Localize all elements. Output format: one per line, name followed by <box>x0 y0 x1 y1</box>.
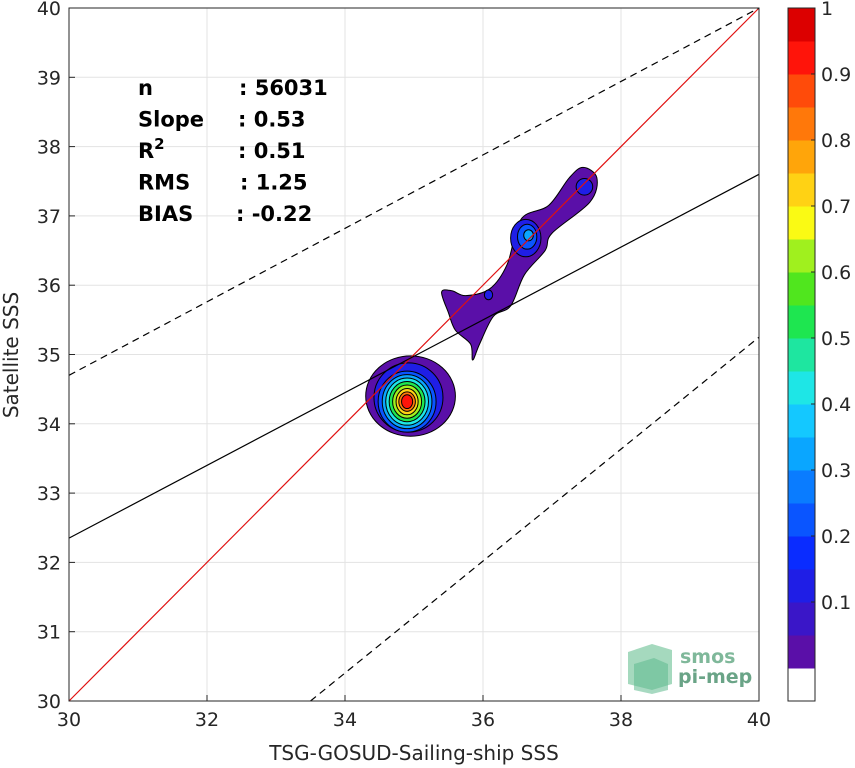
y-tick-label: 31 <box>37 622 61 644</box>
y-tick-label: 33 <box>37 483 61 505</box>
colorbar-tick-label: 0.5 <box>821 328 851 350</box>
colorbar-frame <box>787 7 816 702</box>
colorbar-swatch <box>788 503 815 537</box>
lower-bound-line <box>310 336 760 702</box>
y-tick-label: 36 <box>37 275 61 297</box>
colorbar-swatch <box>788 470 815 504</box>
x-tick-label: 34 <box>333 709 357 731</box>
colorbar-swatch <box>788 107 815 141</box>
contour-level <box>441 166 598 361</box>
smos-logo: smos pi-mep <box>628 644 752 694</box>
reference-lines <box>68 7 760 702</box>
colorbar-tick-label: 0.2 <box>821 526 851 548</box>
regression-line <box>68 173 760 539</box>
smos-logo-graphic-layer <box>634 658 668 694</box>
logo-text-smos: smos <box>680 646 735 668</box>
stat-label: BIAS <box>138 202 193 226</box>
colorbar-tick-label: 0.3 <box>821 460 851 482</box>
colorbar-swatch <box>788 404 815 438</box>
colorbar-tick-label: 0.7 <box>821 196 851 218</box>
stat-label: Slope <box>138 108 204 132</box>
stat-value: : -0.22 <box>236 202 312 226</box>
stat-value: : 56031 <box>239 76 328 100</box>
colorbar-tick-label: 0.8 <box>821 130 851 152</box>
colorbar-swatch <box>788 173 815 207</box>
y-axis-label: Satellite SSS <box>0 292 23 418</box>
colorbar-swatch <box>788 272 815 306</box>
x-tick-label: 40 <box>747 709 771 731</box>
y-tick-label: 30 <box>37 691 61 713</box>
colorbar-swatch <box>788 305 815 339</box>
upper-bound-line <box>68 7 760 376</box>
stat-superscript: 2 <box>154 135 164 153</box>
x-axis: 30 32 34 36 38 40 <box>57 695 771 731</box>
colorbar-tick-label: 0.1 <box>821 592 851 614</box>
y-tick-label: 38 <box>37 137 61 159</box>
colorbar-swatch <box>788 338 815 372</box>
colorbar-swatch <box>788 8 815 42</box>
stat-value: : 0.53 <box>238 108 306 132</box>
colorbar-swatch <box>788 569 815 603</box>
contour-level <box>401 394 414 410</box>
stats-box: n : 56031 Slope : 0.53 R2 : 0.51 RMS : 1.25 BIAS… <box>138 76 328 226</box>
colorbar-swatch <box>788 668 815 702</box>
x-tick-label: 38 <box>609 709 633 731</box>
x-tick-label: 36 <box>471 709 495 731</box>
colorbar-swatch <box>788 74 815 108</box>
density-contours <box>365 166 598 437</box>
stat-value: : 0.51 <box>238 139 306 163</box>
y-tick-label: 37 <box>37 206 61 228</box>
colorbar: 0.1 0.2 0.3 0.4 0.5 0.6 0.7 0.8 0.9 1 <box>787 0 851 702</box>
y-tick-label: 35 <box>37 345 61 367</box>
x-axis-label: TSG-GOSUD-Sailing-ship SSS <box>268 741 559 765</box>
identity-line <box>68 7 760 702</box>
colorbar-swatch <box>788 536 815 570</box>
colorbar-swatch <box>788 239 815 273</box>
colorbar-swatch <box>788 41 815 75</box>
colorbar-swatch <box>788 437 815 471</box>
y-tick-label: 40 <box>37 0 61 20</box>
colorbar-tick-label: 0.9 <box>821 64 851 86</box>
colorbar-swatch <box>788 371 815 405</box>
logo-text-pimep: pi-mep <box>678 666 752 688</box>
colorbar-tick-label: 0.4 <box>821 394 851 416</box>
colorbar-tick-label: 1 <box>821 0 833 20</box>
x-tick-label: 30 <box>57 709 81 731</box>
stat-label: n <box>138 76 153 100</box>
y-tick-label: 39 <box>37 67 61 89</box>
contour-level <box>575 177 594 196</box>
colorbar-swatch <box>788 206 815 240</box>
stat-label: RMS <box>138 171 190 195</box>
y-tick-label: 34 <box>37 414 61 436</box>
colorbar-tick-label: 0.6 <box>821 262 851 284</box>
contour-level <box>483 289 494 301</box>
colorbar-swatch <box>788 140 815 174</box>
y-axis: 30 31 32 33 34 35 36 37 38 39 40 <box>37 0 75 713</box>
y-tick-label: 32 <box>37 552 61 574</box>
colorbar-swatch <box>788 635 815 669</box>
cluster-main <box>365 355 456 437</box>
x-tick-label: 32 <box>195 709 219 731</box>
stat-value: : 1.25 <box>240 171 308 195</box>
cluster-tail <box>441 166 598 361</box>
colorbar-swatch <box>788 602 815 636</box>
stat-label: R2 <box>138 135 165 163</box>
